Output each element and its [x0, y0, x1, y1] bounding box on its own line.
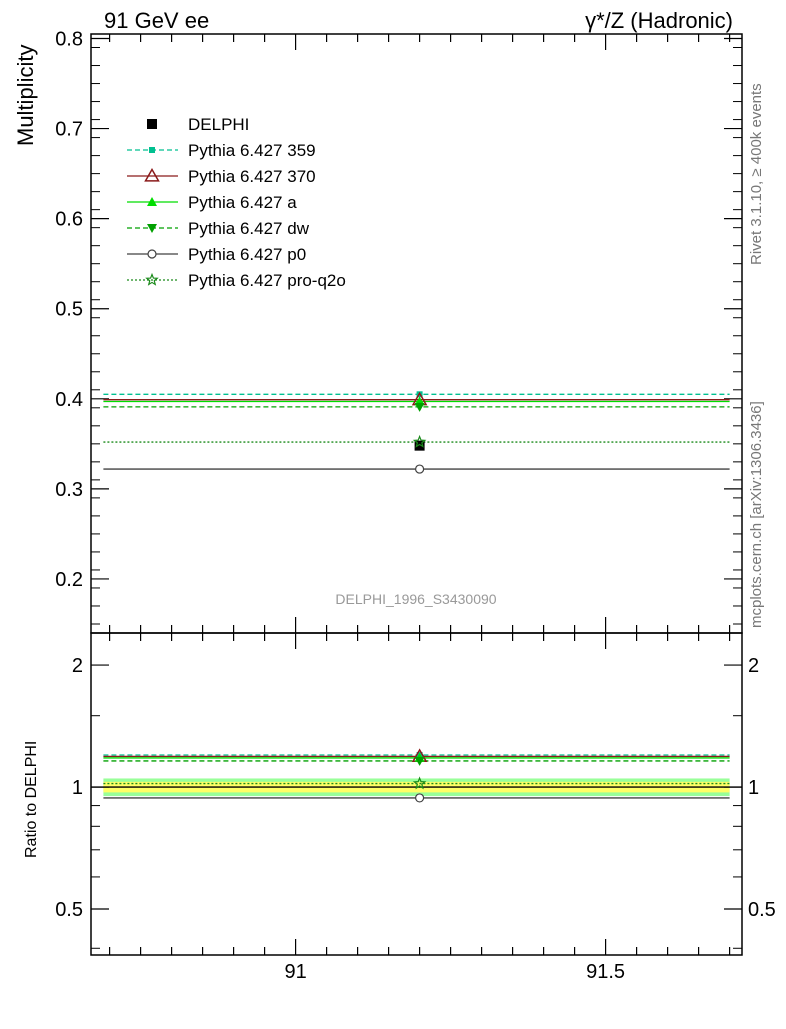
main-y-tick-label: 0.4: [55, 389, 83, 411]
legend-label-0: DELPHI: [188, 115, 249, 134]
ratio-y-tick-label-right: 2: [748, 655, 759, 677]
main-y-tick-label: 0.8: [55, 29, 83, 51]
legend-label-1: Pythia 6.427 359: [188, 141, 316, 160]
legend: DELPHI Pythia 6.427 359 Pythia 6.427 370 Py…: [127, 115, 346, 290]
series-marker-0: [414, 440, 425, 451]
analysis-watermark: DELPHI_1996_S3430090: [335, 591, 496, 607]
legend-marker-3: [147, 197, 157, 206]
main-y-tick-label: 0.5: [55, 299, 83, 321]
main-y-tick-label: 0.3: [55, 479, 83, 501]
ratio-marker-3: [414, 756, 425, 766]
main-y-axis-label: Multiplicity: [13, 45, 38, 146]
series-marker-5: [415, 464, 425, 474]
main-y-tick-label: 0.6: [55, 209, 83, 231]
legend-marker-0: [147, 119, 157, 129]
legend-marker-4: [147, 224, 157, 233]
legend-marker-6: [145, 272, 159, 286]
main-plot: 0.2 0.3 0.4 0.5 0.6 0.7 0.8: [55, 29, 743, 634]
rivet-version-label: Rivet 3.1.10, ≥ 400k events: [748, 83, 765, 265]
legend-label-5: Pythia 6.427 p0: [188, 245, 306, 264]
header-left-label: 91 GeV ee: [104, 8, 209, 33]
series-marker-4: [414, 402, 425, 412]
ratio-y-tick-label-left: 1: [72, 777, 83, 799]
legend-marker-1: [149, 147, 155, 153]
legend-label-6: Pythia 6.427 pro-q2o: [188, 271, 346, 290]
legend-marker-5: [147, 249, 157, 259]
mcplots-credit-label: mcplots.cern.ch [arXiv:1306.3436]: [748, 401, 765, 628]
ratio-y-tick-label-left: 2: [72, 655, 83, 677]
legend-label-4: Pythia 6.427 dw: [188, 219, 310, 238]
legend-label-3: Pythia 6.427 a: [188, 193, 297, 212]
x-tick-label: 91: [284, 961, 306, 983]
legend-marker-2: [144, 167, 160, 182]
x-tick-label: 91.5: [586, 961, 625, 983]
ratio-y-tick-label-right: 1: [748, 777, 759, 799]
main-y-tick-label: 0.7: [55, 119, 83, 141]
ratio-plot-frame: [90, 632, 743, 956]
main-y-tick-label: 0.2: [55, 569, 83, 591]
legend-label-2: Pythia 6.427 370: [188, 167, 316, 186]
header-right-label: γ*/Z (Hadronic): [585, 8, 733, 33]
series-marker-6: [412, 434, 427, 448]
ratio-y-axis-label: Ratio to DELPHI: [23, 741, 40, 858]
ratio-plot: 91 91.5 0.5 0.5 1 1 2 2: [55, 632, 776, 983]
ratio-y-tick-label-right: 0.5: [748, 899, 776, 921]
ratio-marker-5: [412, 776, 427, 790]
ratio-marker-4: [415, 793, 425, 803]
ratio-y-tick-label-left: 0.5: [55, 899, 83, 921]
